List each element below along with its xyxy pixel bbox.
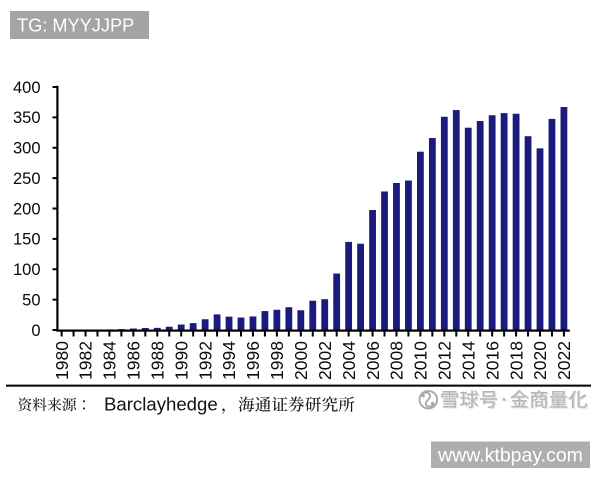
svg-text:1996: 1996 (243, 341, 263, 380)
svg-text:2014: 2014 (458, 341, 478, 380)
svg-text:50: 50 (22, 291, 40, 309)
svg-text:1986: 1986 (124, 341, 144, 380)
svg-text:2006: 2006 (363, 341, 383, 380)
svg-text:Barclayhedge: Barclayhedge (104, 394, 218, 415)
svg-text:0: 0 (31, 322, 40, 340)
svg-text:1984: 1984 (100, 341, 120, 380)
svg-text:2004: 2004 (339, 341, 359, 380)
svg-text:1992: 1992 (195, 341, 215, 380)
svg-text:1982: 1982 (76, 341, 96, 380)
svg-text:300: 300 (13, 140, 41, 158)
svg-text:350: 350 (13, 109, 41, 127)
svg-text:100: 100 (13, 261, 41, 279)
svg-text:250: 250 (13, 170, 41, 188)
svg-text:150: 150 (13, 231, 41, 249)
svg-text:2002: 2002 (315, 341, 335, 380)
svg-text:2010: 2010 (411, 341, 431, 380)
svg-text:1990: 1990 (171, 341, 191, 380)
svg-text:1994: 1994 (219, 341, 239, 380)
svg-text:2012: 2012 (435, 341, 455, 380)
svg-text:400: 400 (13, 79, 41, 97)
svg-text:2008: 2008 (387, 341, 407, 380)
svg-text:2000: 2000 (291, 341, 311, 380)
svg-text:200: 200 (13, 200, 41, 218)
svg-text:2020: 2020 (530, 341, 550, 380)
svg-text:1998: 1998 (267, 341, 287, 380)
svg-text:TG: MYYJJPP: TG: MYYJJPP (17, 16, 134, 36)
svg-text:1980: 1980 (52, 341, 72, 380)
svg-text:2016: 2016 (482, 341, 502, 380)
svg-text:www.ktbpay.com: www.ktbpay.com (437, 444, 583, 466)
svg-text:2018: 2018 (506, 341, 526, 380)
svg-text:1988: 1988 (147, 341, 167, 380)
svg-text:2022: 2022 (554, 341, 574, 380)
